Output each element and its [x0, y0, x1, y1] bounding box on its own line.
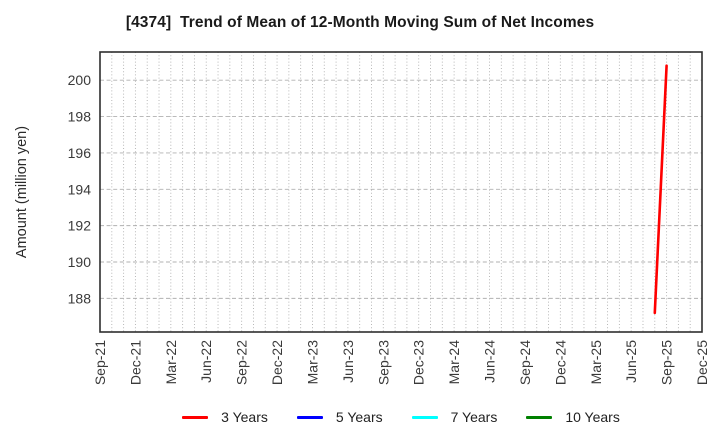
x-tick-label: Sep-23: [375, 340, 391, 385]
x-tick-label: Mar-24: [446, 340, 462, 385]
x-tick-label: Jun-25: [623, 340, 639, 383]
x-tick-label: Jun-22: [198, 340, 214, 383]
x-tick-label: Dec-22: [269, 340, 285, 385]
y-tick-label: 200: [68, 72, 92, 88]
legend: 3 Years 5 Years 7 Years 10 Years: [100, 405, 702, 429]
x-tick-label: Sep-24: [517, 340, 533, 385]
y-tick-label: 192: [68, 218, 92, 234]
y-tick-label: 190: [68, 254, 92, 270]
chart-title: [4374] Trend of Mean of 12-Month Moving …: [125, 14, 595, 31]
legend-swatch-7-years: [411, 415, 438, 419]
x-tick-label: Mar-25: [588, 340, 604, 385]
legend-item-5-years: 5 Years: [296, 409, 383, 425]
y-tick-label: 188: [68, 290, 92, 306]
x-tick-label: Jun-24: [482, 340, 498, 383]
y-tick-label: 198: [68, 109, 92, 125]
series-line-3-years: [653, 64, 668, 315]
x-tick-label: Sep-25: [659, 340, 675, 385]
legend-swatch-5-years: [296, 415, 323, 419]
legend-label-7-years: 7 Years: [450, 409, 498, 425]
legend-item-3-years: 3 Years: [182, 409, 268, 425]
x-tick-label: Sep-21: [92, 340, 108, 385]
x-tick-label: Jun-23: [340, 340, 356, 383]
x-tick-label: Dec-21: [127, 340, 143, 385]
legend-label-5-years: 5 Years: [335, 409, 383, 425]
legend-label-10-years: 10 Years: [565, 409, 620, 425]
x-tick-label: Mar-23: [304, 340, 320, 385]
y-tick-label: 196: [68, 145, 92, 161]
x-tick-label: Dec-24: [552, 340, 568, 385]
x-tick-label: Mar-22: [163, 340, 179, 385]
x-tick-label: Sep-22: [234, 340, 250, 385]
plot-border: [99, 51, 703, 333]
legend-item-10-years: 10 Years: [526, 409, 620, 425]
y-axis-label: Amount (million yen): [14, 126, 30, 258]
legend-swatch-10-years: [526, 415, 553, 419]
y-tick-label: 194: [68, 181, 92, 197]
x-tick-label: Dec-23: [411, 340, 427, 385]
legend-swatch-3-years: [182, 415, 209, 419]
legend-label-3-years: 3 Years: [221, 409, 268, 425]
x-tick-label: Dec-25: [694, 340, 710, 385]
legend-item-7-years: 7 Years: [411, 409, 498, 425]
